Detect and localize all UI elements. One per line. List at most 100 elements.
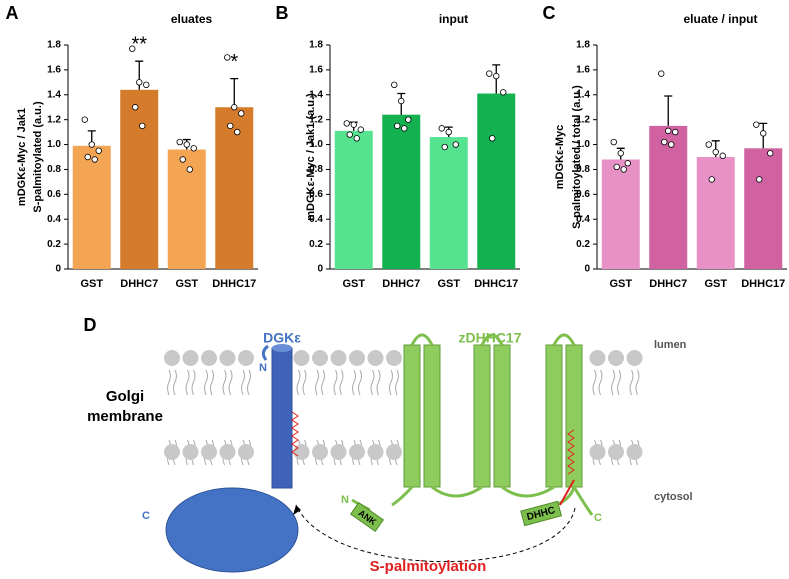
y-tick-label: 0 (55, 264, 61, 275)
data-point (489, 135, 496, 142)
data-point (708, 176, 715, 183)
dgk-helix (271, 347, 293, 489)
y-tick-label: 0.8 (576, 164, 590, 175)
x-tick-label: DHHC7 (649, 278, 687, 290)
data-point (500, 89, 507, 96)
lipid-head (182, 444, 199, 460)
catalytic-link (559, 479, 575, 506)
lipid-tail (370, 369, 381, 396)
x-tick-label: DHHC17 (474, 278, 518, 290)
y-tick-label: 1.6 (47, 65, 61, 76)
bar (334, 130, 373, 269)
dgk-helix-top (272, 344, 292, 352)
y-tick-label: 1.4 (576, 89, 590, 100)
y-axis-label: mDGKε-Myc (554, 125, 566, 190)
data-point (136, 79, 143, 86)
bar (120, 89, 159, 269)
x-tick-label: DHHC17 (741, 278, 785, 290)
x-tick-label: GST (609, 278, 632, 290)
data-point (401, 125, 408, 132)
label: S-palmitoylation (370, 558, 487, 575)
data-point (186, 166, 193, 173)
data-point (183, 141, 190, 148)
membrane (164, 350, 643, 466)
label: C (594, 512, 602, 524)
chart-title: eluate / input (683, 12, 757, 26)
lipid-head (330, 444, 347, 460)
y-tick-label: 0.4 (309, 214, 323, 225)
y-tick-label: 1.0 (309, 139, 323, 150)
y-tick-label: 0.4 (576, 214, 590, 225)
data-point (176, 138, 183, 146)
data-point (438, 125, 445, 132)
chart-title: input (439, 12, 468, 26)
y-tick-label: 0.2 (309, 239, 323, 250)
lipid-head (293, 350, 310, 366)
data-point (190, 145, 197, 152)
label: DGKε (263, 330, 301, 346)
y-tick-label: 1.6 (309, 65, 323, 76)
y-tick-label: 1.2 (309, 114, 323, 125)
data-point (661, 138, 668, 146)
data-point (672, 128, 679, 136)
label: C (142, 510, 150, 522)
x-tick-label: GST (342, 278, 365, 290)
x-tick-label: GST (175, 278, 198, 290)
error-bar (664, 95, 673, 126)
data-point (452, 141, 459, 148)
x-tick-label: DHHC7 (382, 278, 420, 290)
lipid-tail (296, 369, 307, 396)
palmitoyl-chain (291, 411, 299, 457)
data-point (179, 156, 186, 163)
lipid-tail (629, 369, 640, 396)
data-point (95, 147, 102, 154)
data-point (238, 110, 245, 117)
dgk-domain (165, 487, 299, 573)
error-bar (230, 77, 239, 108)
y-axis-label: mDGKε-Myc / Jak1 (16, 108, 28, 206)
label: cytosol (654, 491, 693, 503)
y-tick-label: 1.2 (47, 114, 61, 125)
data-point (610, 138, 617, 146)
palmitoyl-chain (567, 429, 575, 475)
data-point (441, 143, 448, 151)
data-point (617, 150, 624, 157)
label: membrane (87, 408, 163, 425)
data-point (231, 104, 238, 111)
arrow-head (293, 505, 301, 515)
data-point (756, 176, 763, 183)
x-tick-label: DHHC17 (212, 278, 256, 290)
data-point (132, 104, 139, 111)
bar (215, 107, 254, 269)
lipid-head (626, 350, 643, 366)
lipid-head (164, 350, 180, 366)
dgk-n-tail (261, 344, 269, 361)
lipid-head (164, 444, 180, 460)
lipid-tail (352, 369, 362, 396)
lipid-tail (611, 369, 621, 396)
lipid-head (386, 444, 402, 460)
y-tick-label: 0.4 (47, 214, 61, 225)
lipid-head (330, 350, 347, 366)
data-point (91, 156, 98, 163)
lipid-head (182, 350, 199, 366)
lipid-head (201, 350, 217, 366)
chart-title: eluates (171, 12, 213, 26)
y-tick-label: 0.6 (47, 189, 61, 200)
y-tick-label: 1.8 (47, 40, 61, 51)
bar (601, 159, 640, 269)
lipid-head (201, 444, 217, 460)
data-point (394, 122, 401, 130)
data-point (346, 131, 353, 138)
label: N (341, 494, 349, 506)
data-point (620, 166, 627, 173)
y-tick-label: 1.2 (576, 114, 590, 125)
x-tick-label: GST (704, 278, 727, 290)
bar (649, 125, 688, 269)
data-point (624, 160, 631, 167)
bar (382, 114, 421, 269)
lipid-head (219, 444, 236, 460)
lipid-head (626, 444, 643, 460)
